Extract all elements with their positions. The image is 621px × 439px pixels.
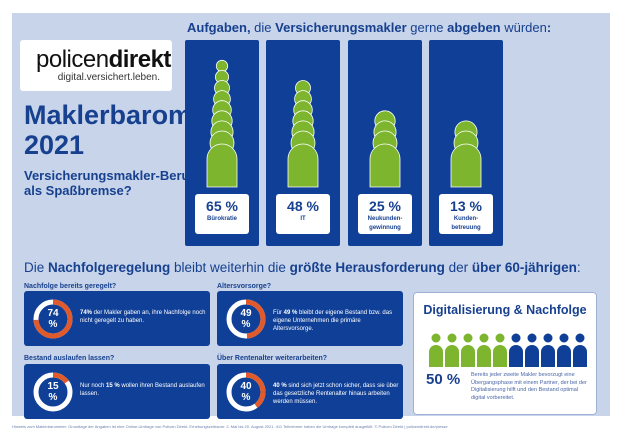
subtitle-line: als Spaßbremse?	[24, 183, 132, 198]
logo-text-light: policen	[36, 46, 109, 73]
task-name: Bürokratie	[206, 216, 237, 222]
task-name-2: gewinnung	[369, 225, 401, 231]
task-percent: 48 %	[287, 198, 319, 214]
people-stack-icon	[206, 59, 238, 188]
title-year: 2021	[24, 130, 85, 160]
person-icon	[557, 333, 571, 367]
task-percent: 65 %	[206, 198, 238, 214]
people-stack-icon	[287, 80, 319, 188]
donut-chart	[226, 372, 266, 412]
card-text: Nur noch 15 % wollen ihren Bestand ausla…	[80, 383, 205, 397]
task-label-box: 48 % IT	[276, 194, 330, 234]
donut-value	[33, 299, 73, 339]
question-label: Bestand auslaufen lassen?	[24, 355, 115, 362]
question-label: Über Rentenalter weiterarbeiten?	[217, 355, 328, 362]
donut-value	[33, 372, 73, 412]
card-text: 74% der Makler gaben an, ihre Nachfolge …	[80, 310, 206, 324]
donut-label: 49%	[240, 308, 252, 330]
person-icon	[429, 333, 443, 367]
task-name: Neukunden-	[367, 216, 403, 222]
bar-body	[369, 143, 401, 188]
people-icons	[429, 333, 587, 367]
succession-heading: Die Nachfolgeregelung bleibt weiterhin d…	[24, 260, 581, 275]
bar-body	[206, 143, 238, 188]
task-card: 25 % Neukunden-gewinnung	[348, 40, 422, 246]
question-label: Altersvorsorge?	[217, 283, 272, 290]
person-icon	[445, 333, 459, 367]
bar-body	[287, 143, 319, 188]
donut-chart	[33, 299, 73, 339]
logo-text-bold: direkt	[108, 46, 172, 73]
logo-tagline: digital.versichert.leben.	[57, 72, 160, 83]
digital-title: Digitalisierung & Nachfolge	[423, 303, 587, 317]
task-name: IT	[300, 216, 306, 222]
footer-note: Hinweis zum Maklerbarometer: Grundlage d…	[12, 424, 448, 429]
succession-card: 49% Für 49 % bleibt der eigene Bestand b…	[217, 291, 403, 346]
task-percent: 25 %	[369, 198, 401, 214]
task-label-box: 65 % Bürokratie	[195, 194, 249, 234]
tasks-heading: Aufgaben, die Versicherungsmakler gerne …	[187, 20, 552, 35]
subtitle-line: Versicherungsmakler-Beruf	[24, 168, 194, 183]
card-text: 40 % sind sich jetzt schon sicher, dass …	[273, 383, 399, 405]
donut-label: 74%	[47, 308, 59, 330]
task-name: Kunden-	[453, 216, 479, 222]
people-stack-icon	[369, 110, 401, 188]
task-card: 48 % IT	[266, 40, 340, 246]
task-card: 65 % Bürokratie	[185, 40, 259, 246]
person-icon	[573, 333, 587, 367]
donut-value	[226, 299, 266, 339]
card-text: Für 49 % bleibt der eigene Bestand bzw. …	[273, 310, 393, 332]
succession-card: 15% Nur noch 15 % wollen ihren Bestand a…	[24, 364, 210, 419]
bar-body	[450, 143, 482, 188]
donut-label: 15%	[47, 381, 59, 403]
person-icon	[493, 333, 507, 367]
person-icon	[525, 333, 539, 367]
donut-value	[226, 372, 266, 412]
task-label-box: 25 % Neukunden-gewinnung	[358, 194, 412, 234]
succession-card: 40% 40 % sind sich jetzt schon sicher, d…	[217, 364, 403, 419]
people-stack-icon	[450, 120, 482, 188]
digital-text: Bereits jeder zweite Makler bevorzugt ei…	[471, 372, 587, 401]
donut-label: 40%	[240, 381, 252, 403]
task-name-2: betreuung	[451, 225, 481, 231]
donut-chart	[226, 299, 266, 339]
donut-chart	[33, 372, 73, 412]
digital-percent: 50 %	[426, 371, 461, 388]
task-card: 13 % Kunden-betreuung	[429, 40, 503, 246]
person-icon	[477, 333, 491, 367]
stack-head	[215, 59, 229, 73]
question-label: Nachfolge bereits geregelt?	[24, 283, 117, 290]
succession-card: 74% 74% der Makler gaben an, ihre Nachfo…	[24, 291, 210, 346]
digital-succession-box: Digitalisierung & Nachfolge 50 % Bereits…	[413, 292, 597, 415]
person-icon	[541, 333, 555, 367]
policendirekt-logo: policendirekt digital.versichert.leben.	[20, 40, 172, 91]
task-percent: 13 %	[450, 198, 482, 214]
page-subtitle: Versicherungsmakler-Beruf als Spaßbremse…	[24, 168, 194, 198]
task-label-box: 13 % Kunden-betreuung	[439, 194, 493, 234]
person-icon	[509, 333, 523, 367]
person-icon	[461, 333, 475, 367]
